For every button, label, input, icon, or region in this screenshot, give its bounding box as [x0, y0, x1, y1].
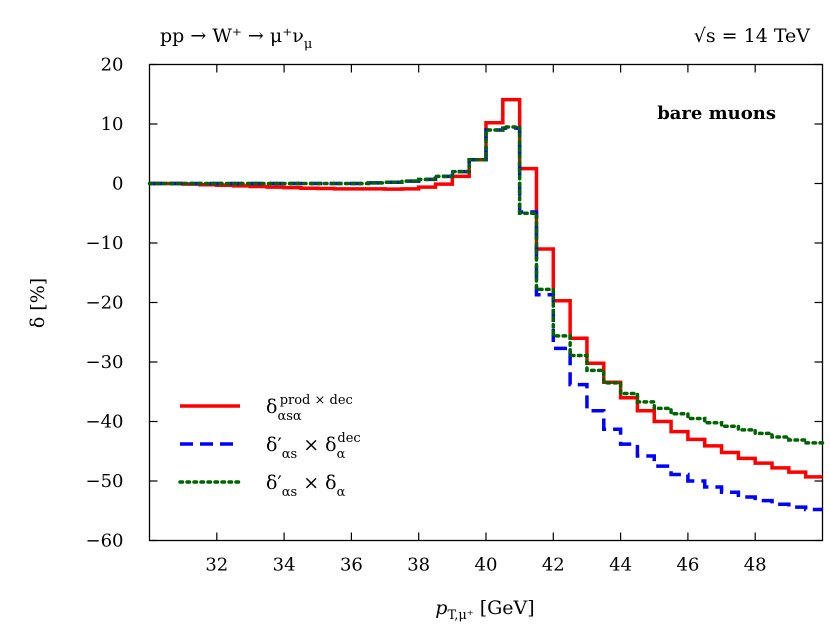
axis-ticks: 32 34 36 38 40 42 44 46 48 20 10 0 −10 −20 −30 −40 −50 −6…: [86, 55, 823, 576]
series-line-1: [149, 97, 823, 479]
y-tick-label-3: −10: [86, 233, 124, 254]
y-tick-label-4: −20: [86, 293, 124, 314]
x-tick-label-34: 34: [273, 555, 296, 576]
legend: δαsαprod × dec δ′αs × δαdec δ′αs × δα: [178, 393, 361, 500]
x-tick-label-44: 44: [609, 555, 632, 576]
y-tick-label-7: −50: [86, 471, 124, 492]
x-axis-title: pT,μ⁺ [GeV]: [435, 597, 534, 623]
legend-label-2: δ′αs × δαdec: [266, 431, 361, 462]
y-tick-label-0: 20: [101, 55, 124, 76]
energy-label: √s = 14 TeV: [694, 25, 811, 47]
y-tick-label-2: 0: [112, 174, 123, 195]
x-tick-label-48: 48: [744, 555, 767, 576]
series-line-3: [147, 125, 825, 445]
process-label: pp → W⁺ → μ⁺νμ: [160, 25, 312, 52]
y-tick-label-8: −60: [86, 531, 124, 552]
y-tick-label-5: −30: [86, 352, 124, 373]
x-tick-label-38: 38: [407, 555, 430, 576]
legend-item-3: δ′αs × δα: [178, 472, 346, 500]
x-tick-label-42: 42: [542, 555, 565, 576]
x-tick-label-40: 40: [475, 555, 498, 576]
y-tick-label-6: −40: [86, 412, 124, 433]
legend-item-1: δαsαprod × dec: [180, 393, 353, 424]
series-layer: [147, 97, 825, 512]
legend-label-1: δαsαprod × dec: [266, 393, 353, 424]
bare-muons-annotation: bare muons: [657, 103, 776, 124]
legend-item-2: δ′αs × δαdec: [180, 431, 361, 462]
x-tick-label-46: 46: [676, 555, 699, 576]
legend-label-3: δ′αs × δα: [266, 472, 346, 500]
x-tick-label-36: 36: [340, 555, 363, 576]
y-tick-label-1: 10: [101, 114, 124, 135]
x-tick-label-32: 32: [205, 555, 228, 576]
y-axis-title: δ [%]: [27, 278, 49, 328]
